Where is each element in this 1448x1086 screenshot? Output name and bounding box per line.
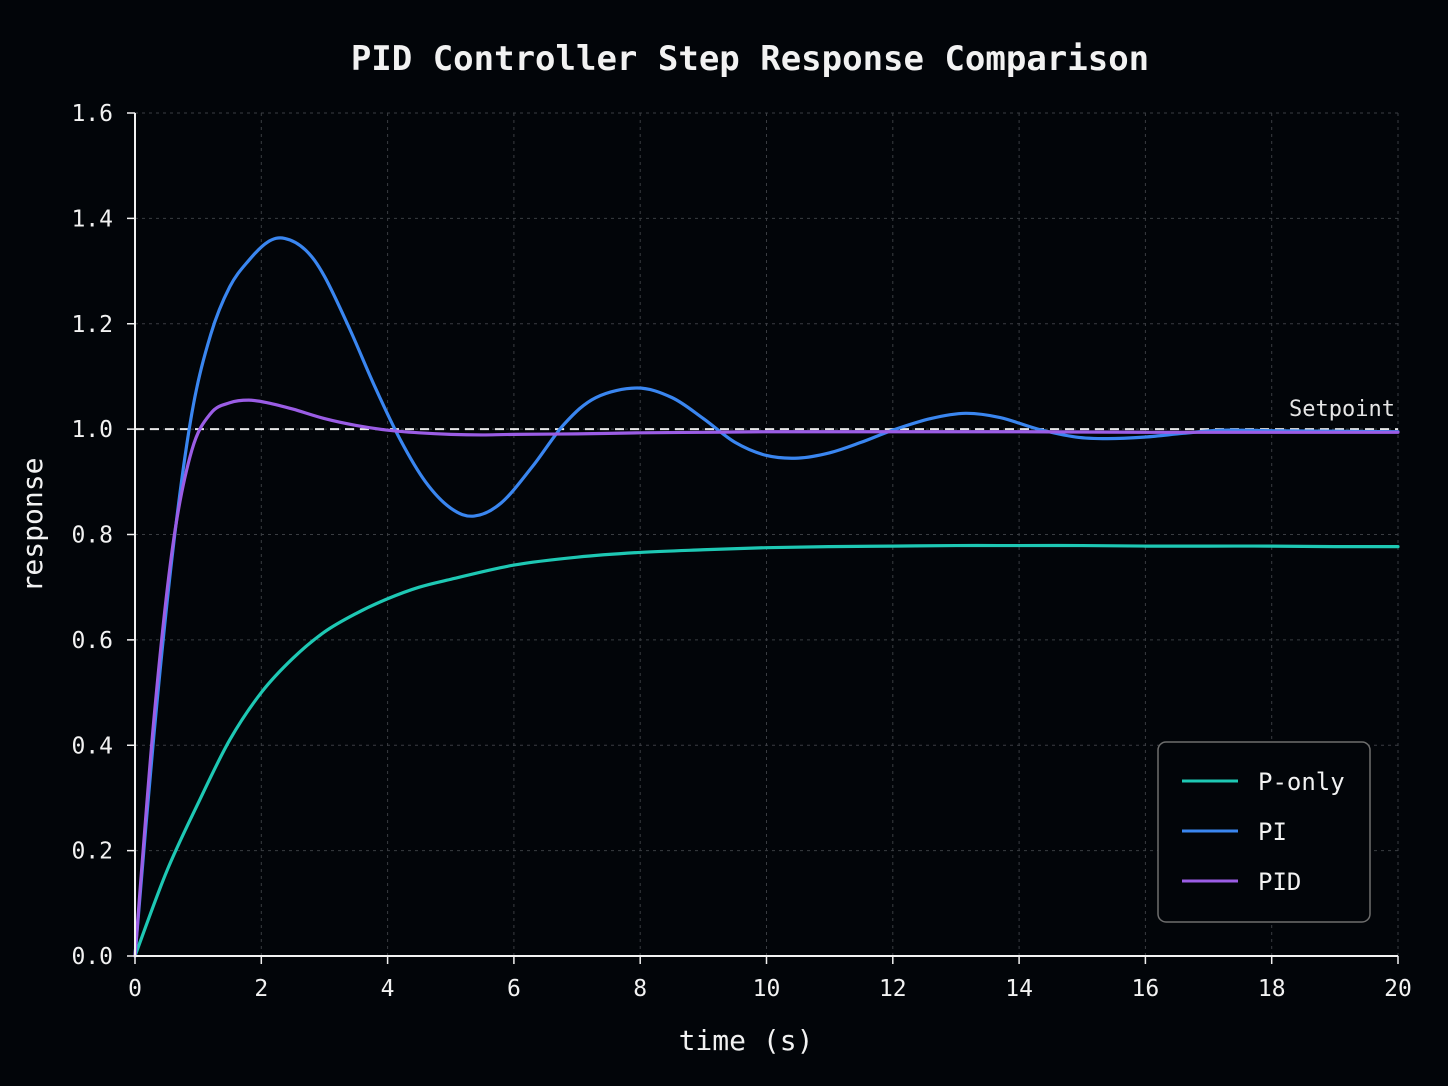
y-tick-label: 1.6: [71, 101, 113, 127]
series-line-pi: [133, 236, 1400, 958]
x-tick-label: 0: [128, 976, 142, 1002]
series-line-p-only: [133, 543, 1400, 958]
y-tick-label: 1.2: [71, 312, 113, 338]
x-tick-label: 8: [633, 976, 647, 1002]
chart-title: PID Controller Step Response Comparison: [351, 39, 1149, 79]
legend-label-pi: PI: [1258, 818, 1287, 846]
y-tick-label: 0.8: [71, 523, 113, 549]
x-tick-label: 4: [381, 976, 395, 1002]
y-axis-label: response: [16, 458, 49, 593]
x-tick-label: 18: [1258, 976, 1286, 1002]
tick-layer: 0 2 4 6 8 10 12 14 16 18 20 0.0 0.2 0.4 0.6 0.8 1.0 1.2 1.…: [71, 101, 1411, 1002]
y-tick-label: 0.0: [71, 944, 113, 970]
x-tick-label: 2: [254, 976, 268, 1002]
series-line-pid: [133, 398, 1400, 958]
x-tick-label: 6: [507, 976, 521, 1002]
series-layer: [133, 236, 1400, 958]
x-tick-label: 20: [1384, 976, 1412, 1002]
x-axis-label: time (s): [679, 1024, 814, 1057]
y-tick-label: 0.2: [71, 839, 113, 865]
x-tick-label: 14: [1005, 976, 1033, 1002]
legend-label-pid: PID: [1258, 868, 1301, 896]
y-tick-label: 0.4: [71, 733, 113, 759]
x-tick-label: 16: [1132, 976, 1160, 1002]
legend-label-p-only: P-only: [1258, 768, 1345, 796]
legend: P-only PI PID: [1157, 741, 1371, 923]
y-tick-label: 1.0: [71, 417, 113, 443]
legend-box: [1157, 741, 1371, 923]
y-tick-label: 0.6: [71, 628, 113, 654]
y-tick-label: 1.4: [71, 206, 113, 232]
setpoint-label: Setpoint: [1289, 397, 1395, 422]
x-tick-label: 10: [753, 976, 781, 1002]
x-tick-label: 12: [879, 976, 907, 1002]
